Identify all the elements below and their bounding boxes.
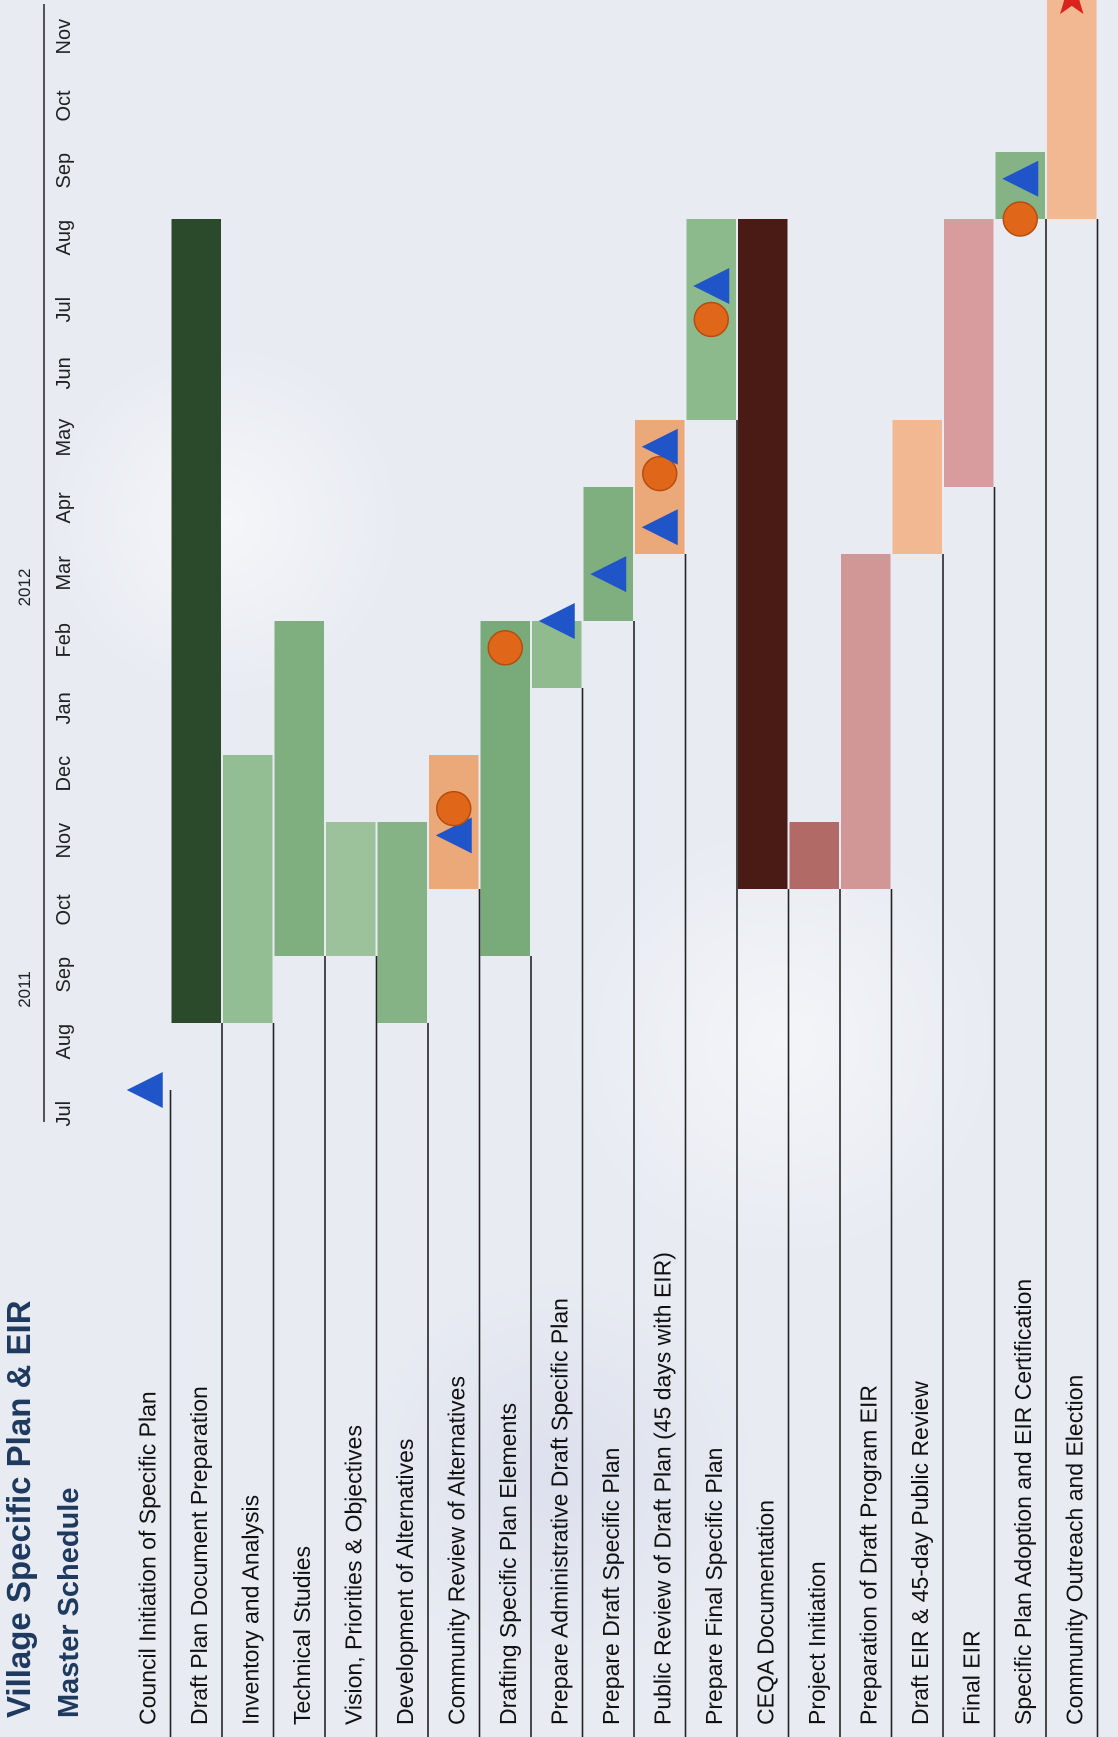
task-label-preparation-of-draft-program-eir: Preparation of Draft Program EIR — [856, 1385, 882, 1725]
milestone-triangle — [126, 1072, 163, 1108]
task-label-inventory-and-analysis: Inventory and Analysis — [238, 1495, 264, 1725]
month-label: Jun — [53, 357, 75, 389]
task-label-project-initiation: Project Initiation — [804, 1561, 830, 1725]
month-label: Nov — [53, 19, 75, 55]
month-label: Apr — [53, 492, 75, 523]
chart-title: Village Specific Plan & EIR — [0, 1300, 37, 1718]
month-label: Nov — [53, 823, 75, 859]
month-label: May — [53, 419, 75, 457]
task-label-draft-eir-45-day-public-review: Draft EIR & 45-day Public Review — [907, 1381, 933, 1725]
task-label-community-review-of-alternatives: Community Review of Alternatives — [444, 1376, 470, 1725]
milestone-triangle — [435, 817, 472, 854]
milestone-star — [1060, 0, 1084, 15]
year-label: 2012 — [15, 569, 34, 607]
task-label-prepare-final-specific-plan: Prepare Final Specific Plan — [701, 1448, 727, 1725]
task-bar-ceqa-documentation — [738, 219, 788, 889]
milestone-triangle — [1002, 160, 1039, 197]
month-label: Dec — [53, 756, 75, 792]
task-bar-development-of-alternatives — [377, 822, 427, 1023]
task-label-community-outreach-and-election: Community Outreach and Election — [1062, 1375, 1088, 1725]
month-label: Aug — [53, 220, 75, 256]
task-label-draft-plan-document-preparation: Draft Plan Document Preparation — [186, 1386, 212, 1725]
task-bar-draft-plan-document-preparation — [171, 219, 221, 1023]
chart-subtitle: Master Schedule — [53, 1488, 85, 1718]
month-label: Jul — [53, 1101, 75, 1127]
task-label-drafting-specific-plan-elements: Drafting Specific Plan Elements — [495, 1403, 521, 1725]
task-label-public-review-of-draft-plan-45-days-with-eir: Public Review of Draft Plan (45 days wit… — [650, 1252, 676, 1725]
milestone-circle — [436, 790, 472, 827]
task-bar-preparation-of-draft-program-eir — [841, 554, 891, 889]
month-label: Oct — [53, 90, 75, 122]
month-label: Mar — [53, 556, 75, 591]
month-label: Jan — [53, 692, 75, 724]
task-label-council-initiation-of-specific-plan: Council Initiation of Specific Plan — [135, 1391, 161, 1725]
month-label: Feb — [53, 623, 75, 657]
task-bar-inventory-and-analysis — [223, 755, 273, 1023]
task-bar-draft-eir-45-day-public-review — [892, 420, 942, 554]
milestone-triangle — [641, 428, 678, 465]
task-label-prepare-draft-specific-plan: Prepare Draft Specific Plan — [598, 1448, 624, 1725]
milestone-circle — [1002, 201, 1038, 237]
task-bar-prepare-draft-specific-plan — [583, 487, 633, 621]
task-label-ceqa-documentation: CEQA Documentation — [753, 1500, 779, 1725]
milestone-triangle — [590, 556, 627, 593]
task-bar-project-initiation — [789, 822, 839, 889]
month-label: Jul — [53, 297, 75, 323]
task-label-prepare-administrative-draft-specific-plan: Prepare Administrative Draft Specific Pl… — [547, 1298, 573, 1725]
year-label: 2011 — [15, 971, 34, 1008]
task-label-technical-studies: Technical Studies — [289, 1546, 315, 1725]
month-label: Sep — [53, 957, 75, 993]
task-bar-technical-studies — [274, 621, 324, 956]
task-label-final-eir: Final EIR — [959, 1630, 985, 1725]
month-label: Aug — [53, 1024, 75, 1060]
task-bar-community-outreach-and-election — [1047, 0, 1097, 219]
task-label-development-of-alternatives: Development of Alternatives — [392, 1439, 418, 1725]
milestone-triangle — [641, 509, 678, 546]
milestone-triangle — [693, 268, 730, 304]
milestone-triangle — [538, 603, 575, 639]
task-label-specific-plan-adoption-and-eir-certification: Specific Plan Adoption and EIR Certifica… — [1010, 1279, 1036, 1725]
milestone-circle — [487, 630, 523, 666]
month-label: Oct — [53, 894, 75, 926]
month-label: Sep — [53, 153, 75, 189]
milestone-circle — [693, 301, 729, 338]
task-bar-drafting-specific-plan-elements — [480, 621, 530, 956]
task-bar-final-eir — [944, 219, 994, 487]
task-bar-vision-priorities-objectives — [326, 822, 376, 956]
milestone-circle — [642, 455, 678, 492]
task-label-vision-priorities-objectives: Vision, Priorities & Objectives — [341, 1425, 367, 1725]
